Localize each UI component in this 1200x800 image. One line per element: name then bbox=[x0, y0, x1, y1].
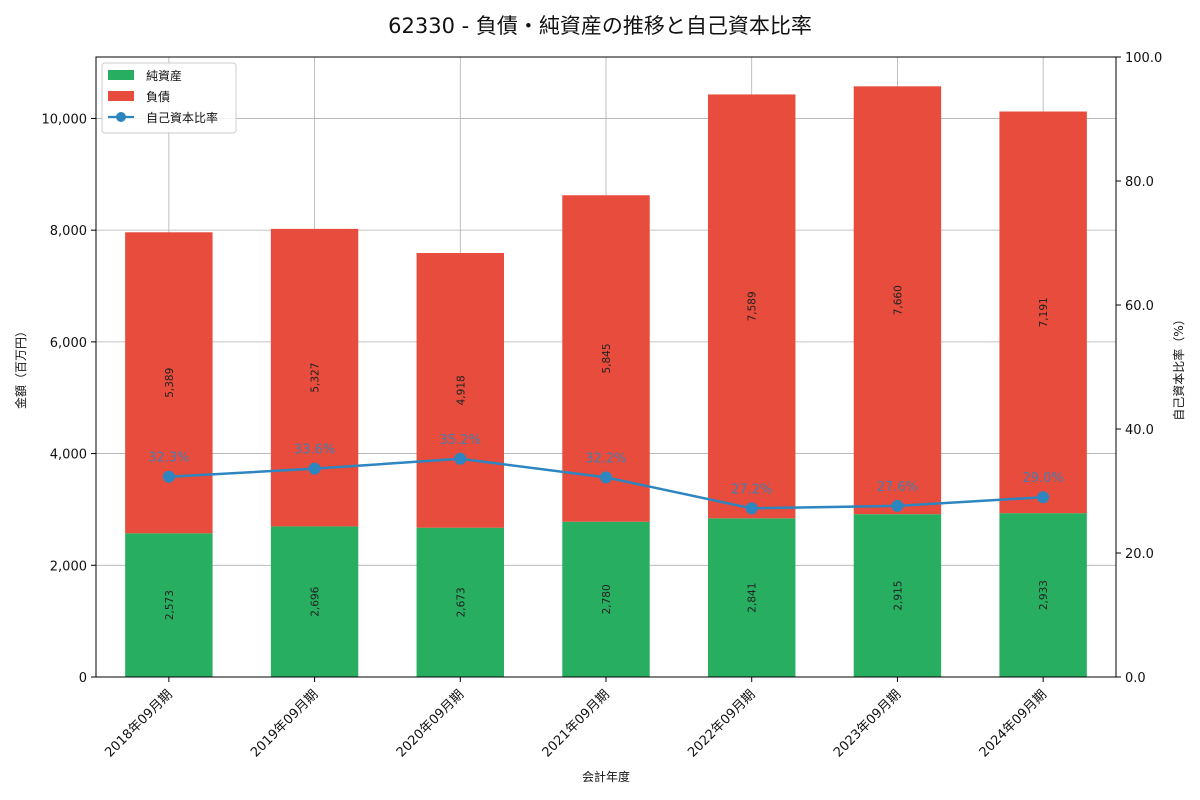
bar-label-liabilities: 5,389 bbox=[164, 368, 176, 398]
y2-tick-label: 40.0 bbox=[1125, 423, 1154, 438]
bar-label-liabilities: 7,589 bbox=[747, 291, 759, 321]
bar-liabilities bbox=[125, 232, 213, 534]
ratio-label: 27.6% bbox=[877, 480, 918, 495]
bar-net-assets bbox=[270, 526, 359, 677]
bar-label-liabilities: 7,660 bbox=[892, 285, 904, 315]
bar-label-net-assets: 2,915 bbox=[892, 581, 904, 611]
ratio-point bbox=[1037, 491, 1050, 504]
bar-layer bbox=[125, 86, 1087, 677]
y2-tick-label: 20.0 bbox=[1125, 547, 1154, 562]
x-tick-label: 2020年09月期 bbox=[394, 687, 467, 760]
x-tick-label: 2018年09月期 bbox=[102, 687, 175, 760]
ratio-label: 32.2% bbox=[585, 451, 626, 466]
legend: 純資産 負債 自己資本比率 bbox=[101, 62, 237, 134]
y-axis-label: 金額（百万円） bbox=[13, 325, 28, 409]
x-tick-label: 2021年09月期 bbox=[540, 687, 613, 760]
bar-label-net-assets: 2,673 bbox=[455, 587, 467, 617]
y-tick-label: 0 bbox=[79, 671, 87, 686]
y2-tick-label: 80.0 bbox=[1125, 175, 1154, 190]
legend-marker-ratio bbox=[116, 112, 126, 122]
ratio-label: 29.0% bbox=[1022, 471, 1063, 486]
bar-net-assets bbox=[562, 521, 650, 677]
ratio-label: 27.2% bbox=[731, 482, 772, 497]
x-tick-label: 2022年09月期 bbox=[685, 687, 758, 760]
legend-label-net-assets: 純資産 bbox=[146, 68, 182, 83]
bar-net-assets bbox=[853, 514, 942, 677]
bar-label-liabilities: 4,918 bbox=[455, 375, 467, 405]
bar-net-assets bbox=[416, 527, 504, 677]
y2-axis-label: 自己資本比率（%） bbox=[1171, 313, 1186, 420]
bar-net-assets bbox=[708, 518, 796, 677]
ratio-point bbox=[745, 502, 758, 515]
bar-label-liabilities: 5,327 bbox=[310, 363, 322, 393]
legend-swatch-net-assets bbox=[108, 70, 134, 80]
bar-label-liabilities: 5,845 bbox=[601, 343, 613, 373]
x-tick-label: 2023年09月期 bbox=[831, 687, 904, 760]
legend-label-liabilities: 負債 bbox=[146, 89, 170, 104]
y2-tick-label: 0.0 bbox=[1125, 671, 1146, 686]
bar-label-layer: 2,573 5,389 2,696 5,327 2,673 4,918 2,780 5,845… bbox=[164, 285, 1050, 620]
y-tick-label: 6,000 bbox=[50, 336, 87, 351]
bar-liabilities bbox=[562, 195, 650, 522]
ratio-point bbox=[891, 499, 904, 512]
ratio-line-layer: 32.3% 33.6% 35.2% 32.2% 27.2% 27.6% 29.0% bbox=[148, 433, 1064, 515]
y-tick-label: 4,000 bbox=[50, 448, 87, 463]
bar-liabilities bbox=[999, 111, 1087, 514]
bar-label-liabilities: 7,191 bbox=[1038, 297, 1050, 327]
bar-net-assets bbox=[999, 513, 1087, 677]
y-tick-label: 10,000 bbox=[42, 112, 88, 127]
ratio-point bbox=[600, 471, 612, 484]
bar-liabilities bbox=[708, 94, 796, 519]
bar-label-net-assets: 2,573 bbox=[164, 590, 176, 620]
bar-liabilities bbox=[853, 86, 942, 515]
legend-swatch-liabilities bbox=[108, 91, 134, 101]
x-axis-label: 会計年度 bbox=[582, 769, 630, 784]
y2-tick-label: 100.0 bbox=[1125, 51, 1162, 66]
bar-label-net-assets: 2,696 bbox=[310, 586, 322, 616]
ratio-point bbox=[308, 462, 321, 475]
ratio-label: 35.2% bbox=[440, 433, 481, 448]
bar-liabilities bbox=[416, 252, 504, 528]
chart-title: 62330 - 負債・純資産の推移と自己資本比率 bbox=[388, 14, 812, 38]
bar-label-net-assets: 2,841 bbox=[747, 583, 759, 613]
x-tick-label: 2024年09月期 bbox=[977, 687, 1050, 760]
bar-label-net-assets: 2,780 bbox=[601, 584, 613, 614]
ratio-point bbox=[454, 452, 467, 465]
legend-label-ratio: 自己資本比率 bbox=[146, 110, 218, 125]
bar-liabilities bbox=[270, 228, 359, 527]
ratio-point bbox=[162, 470, 175, 483]
x-tick-label: 2019年09月期 bbox=[248, 687, 321, 760]
y-tick-label: 2,000 bbox=[50, 559, 87, 574]
ratio-label: 33.6% bbox=[294, 443, 335, 458]
bar-net-assets bbox=[125, 533, 213, 677]
ratio-label: 32.3% bbox=[148, 451, 189, 466]
bar-label-net-assets: 2,933 bbox=[1038, 580, 1050, 610]
y2-tick-label: 60.0 bbox=[1125, 299, 1154, 314]
y-tick-label: 8,000 bbox=[50, 224, 87, 239]
legend-frame bbox=[101, 62, 237, 134]
